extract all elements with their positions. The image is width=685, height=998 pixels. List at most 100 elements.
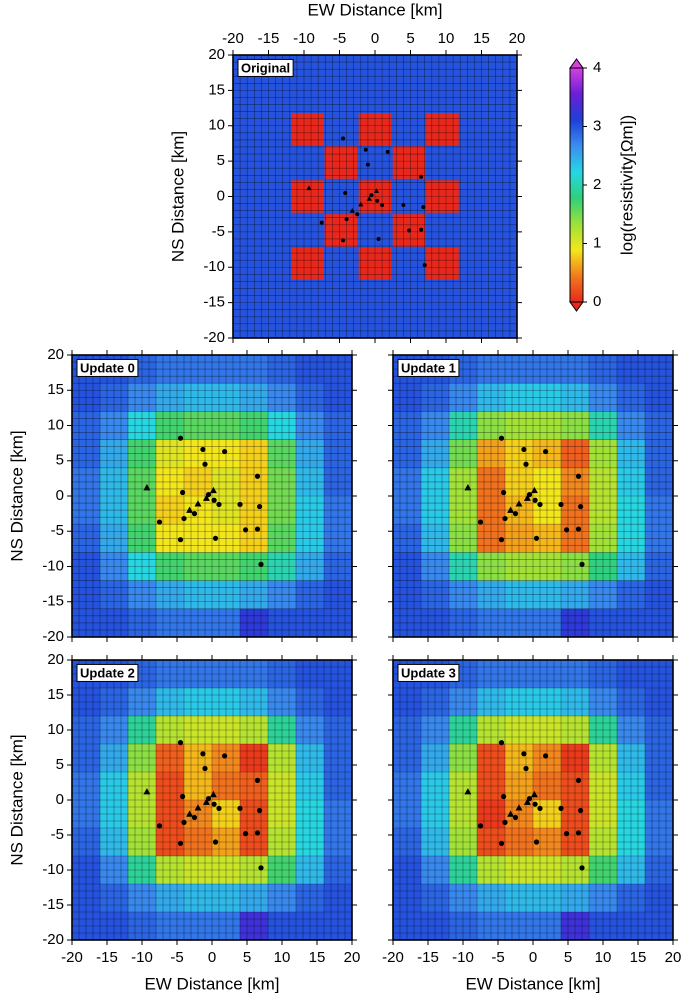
station bbox=[202, 461, 208, 467]
y-tick-label: -5 bbox=[212, 223, 225, 240]
station-triangle bbox=[464, 484, 472, 491]
y-tick-label: -5 bbox=[51, 522, 64, 539]
station-triangle bbox=[194, 804, 202, 811]
station bbox=[180, 793, 186, 800]
station bbox=[521, 446, 527, 453]
station-triangle bbox=[194, 500, 202, 507]
x-tick-label: 0 bbox=[529, 949, 537, 966]
station bbox=[578, 807, 584, 814]
station bbox=[257, 503, 263, 510]
y-tick-label: 5 bbox=[56, 756, 64, 773]
y-tick-label: -15 bbox=[203, 294, 225, 311]
station bbox=[512, 814, 519, 821]
colorbar-tick-label: 0 bbox=[593, 293, 601, 310]
colorbar-min bbox=[569, 301, 584, 312]
station bbox=[200, 751, 206, 757]
station bbox=[543, 448, 549, 455]
station-triangle bbox=[507, 506, 515, 513]
station bbox=[343, 190, 348, 195]
station-triangle bbox=[186, 810, 194, 817]
x-tick-label: 15 bbox=[630, 949, 647, 966]
x-tick-label: -20 bbox=[61, 949, 83, 966]
station bbox=[564, 831, 570, 837]
station-triangle bbox=[202, 494, 210, 501]
station bbox=[344, 217, 349, 222]
x-tick-label: -10 bbox=[293, 30, 315, 47]
station bbox=[237, 805, 243, 812]
station bbox=[578, 503, 584, 510]
y-tick-label: -20 bbox=[203, 329, 225, 346]
station bbox=[501, 793, 507, 800]
station bbox=[222, 753, 228, 759]
y-tick-label: 0 bbox=[56, 791, 64, 808]
station bbox=[258, 865, 264, 871]
panel-label-box bbox=[237, 58, 294, 77]
station bbox=[216, 501, 222, 508]
station bbox=[254, 526, 261, 532]
block bbox=[291, 247, 324, 280]
station bbox=[537, 805, 543, 812]
station bbox=[523, 461, 529, 467]
x-tick-label: -10 bbox=[131, 949, 153, 966]
panel bbox=[393, 660, 673, 940]
panel-label-box bbox=[76, 663, 139, 682]
block bbox=[426, 113, 459, 146]
station bbox=[257, 807, 263, 814]
station bbox=[319, 220, 324, 225]
station-triangle bbox=[515, 804, 523, 811]
panel-label: Update 1 bbox=[401, 360, 456, 375]
station bbox=[498, 435, 505, 441]
station bbox=[523, 765, 529, 772]
station bbox=[533, 839, 540, 845]
station bbox=[498, 840, 505, 847]
panel bbox=[72, 355, 352, 637]
x-tick-label: 15 bbox=[309, 949, 326, 966]
station-triangle bbox=[202, 798, 210, 805]
x-tick-label: 20 bbox=[344, 949, 361, 966]
y-axis-title: NS Distance [km] bbox=[168, 131, 187, 262]
station bbox=[376, 236, 381, 241]
station-triangle bbox=[366, 196, 372, 201]
station bbox=[521, 751, 527, 757]
panel-label-box bbox=[397, 358, 460, 377]
panel-label: Original bbox=[241, 60, 290, 75]
station bbox=[243, 527, 249, 533]
x-tick-label: -5 bbox=[170, 949, 183, 966]
station-triangle bbox=[186, 506, 194, 513]
y-tick-label: 15 bbox=[47, 686, 64, 703]
station bbox=[533, 535, 540, 541]
colorbar-tick-label: 4 bbox=[593, 59, 601, 76]
station-triangle bbox=[373, 188, 380, 193]
station-triangle bbox=[530, 486, 538, 494]
station bbox=[237, 501, 243, 508]
x-tick-label: 5 bbox=[406, 30, 414, 47]
station bbox=[419, 227, 424, 232]
station-triangle bbox=[209, 486, 217, 494]
station bbox=[526, 796, 533, 802]
y-tick-label: -20 bbox=[42, 628, 64, 645]
station bbox=[205, 796, 212, 802]
station bbox=[498, 537, 505, 543]
station bbox=[341, 238, 346, 243]
panel-label: Update 0 bbox=[80, 360, 135, 375]
station bbox=[205, 491, 212, 498]
station-triangle bbox=[143, 788, 151, 795]
station bbox=[579, 561, 585, 567]
station-triangle bbox=[515, 500, 523, 507]
y-tick-label: 15 bbox=[208, 81, 225, 98]
x-tick-label: -5 bbox=[491, 949, 504, 966]
station bbox=[177, 840, 184, 847]
station bbox=[477, 519, 484, 525]
station bbox=[422, 263, 427, 268]
station bbox=[363, 147, 368, 152]
station bbox=[419, 174, 424, 179]
colorbar bbox=[569, 67, 584, 303]
block bbox=[291, 113, 324, 146]
block bbox=[426, 247, 459, 280]
panel-label-box bbox=[76, 358, 139, 377]
block bbox=[324, 146, 358, 179]
station bbox=[502, 819, 508, 826]
station bbox=[575, 473, 582, 479]
x-tick-label: 0 bbox=[208, 949, 216, 966]
y-tick-label: 10 bbox=[47, 721, 64, 738]
